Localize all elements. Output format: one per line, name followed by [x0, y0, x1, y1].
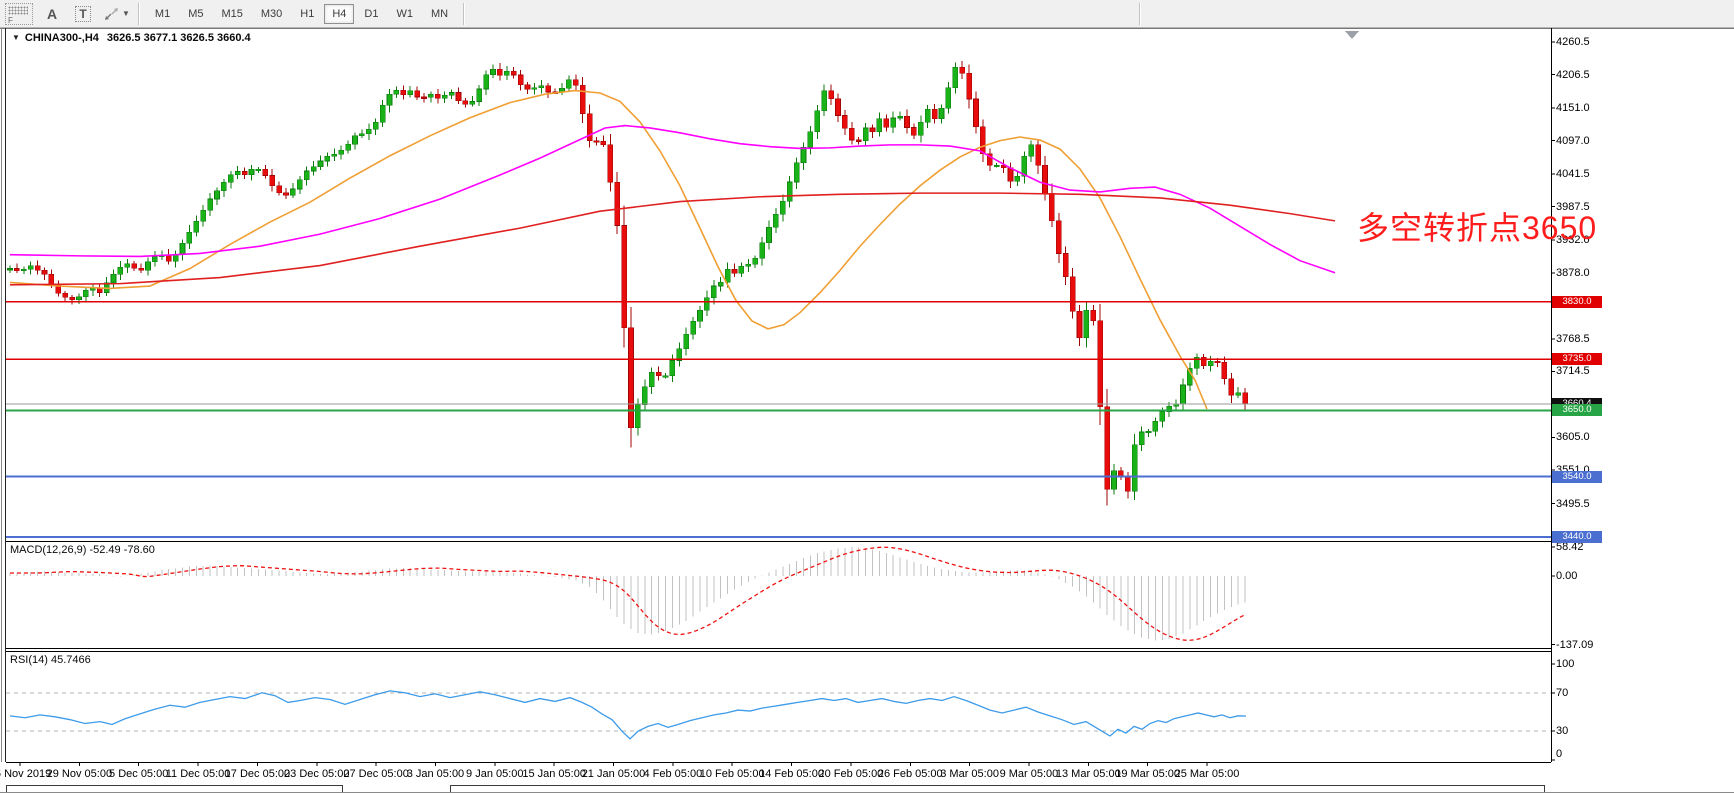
level-price-badge: 3650.0	[1552, 404, 1602, 417]
toolbar-drag-handle[interactable]: F	[5, 2, 33, 25]
toolbar-separator	[1139, 3, 1141, 25]
timeframe-button-D1[interactable]: D1	[356, 4, 386, 24]
macd-indicator-label: MACD(12,26,9) -52.49 -78.60	[10, 544, 155, 556]
date-axis-label: 13 Mar 05:00	[1055, 768, 1121, 780]
toolbar-separator	[463, 2, 466, 25]
date-axis-label: 5 Dec 05:00	[109, 768, 169, 780]
timeframe-button-H4[interactable]: H4	[324, 3, 355, 24]
ohlc-values-text: 3626.5 3677.1 3626.5 3660.4	[106, 32, 251, 44]
timeframe-button-M1[interactable]: M1	[147, 4, 178, 24]
chart-symbol-title: ▼ CHINA300-,H4 3626.5 3677.1 3626.5 3660.4	[12, 32, 251, 44]
date-axis-label: 25 Nov 2019	[0, 768, 52, 780]
rsi-axis-label: 30	[1556, 725, 1569, 738]
arrow-tool-button[interactable]: A	[40, 3, 64, 25]
price-axis-label: 3495.5	[1556, 497, 1590, 510]
timeframe-button-H1[interactable]: H1	[292, 4, 322, 24]
price-axis-label: 3987.5	[1556, 200, 1590, 213]
date-axis-label: 3 Jan 05:00	[406, 768, 465, 780]
timeframe-button-M5[interactable]: M5	[180, 4, 211, 24]
date-axis-label: 26 Feb 05:00	[877, 768, 943, 780]
toolbar-separator	[137, 2, 140, 25]
candles-layer	[7, 60, 1248, 506]
price-axis-label: 4260.5	[1556, 36, 1590, 48]
arrow-tool-label: A	[46, 5, 58, 22]
level-price-badge: 3540.0	[1552, 470, 1602, 483]
macd-signal-line	[10, 546, 1246, 641]
price-axis-label: 3932.0	[1556, 234, 1590, 247]
price-axis-label: 3768.5	[1556, 332, 1590, 345]
date-axis-label: 4 Feb 05:00	[643, 768, 703, 780]
date-axis-label: 25 Mar 05:00	[1174, 768, 1240, 780]
date-axis-label: 3 Mar 05:00	[940, 768, 999, 780]
pane-borders	[0, 28, 1734, 763]
macd-histogram	[9, 547, 1246, 641]
chart-tab[interactable]	[6, 785, 343, 792]
price-axis-label: 3714.5	[1556, 365, 1590, 378]
level-price-badge: 3830.0	[1552, 295, 1602, 308]
moving-averages-layer	[9, 89, 1336, 410]
timeframe-group: M1 M5 M15 M30 H1 H4 D1 W1 MN	[146, 3, 457, 24]
macd-axis-label: 58.42	[1556, 540, 1584, 553]
date-axis-label: 15 Jan 05:00	[522, 768, 586, 780]
date-axis-label: 29 Nov 05:00	[46, 768, 113, 780]
dropdown-caret-icon: ▼	[122, 9, 130, 18]
timeframe-button-M30[interactable]: M30	[253, 4, 290, 24]
macd-axis-label: -137.09	[1556, 638, 1594, 651]
date-axis-label: 9 Mar 05:00	[999, 768, 1059, 780]
symbol-dropdown-icon[interactable]: ▼	[12, 33, 20, 42]
toolbar-handle-label: F	[8, 15, 13, 25]
timeframe-button-M15[interactable]: M15	[213, 4, 250, 24]
rsi-axis-label: 100	[1556, 658, 1575, 670]
date-axis-label: 21 Jan 05:00	[581, 768, 646, 780]
rsi-axis-label: 0	[1556, 748, 1563, 760]
shapes-tool-button[interactable]: ▼	[102, 3, 132, 25]
ma-slow-red	[9, 192, 1336, 286]
shapes-icon	[105, 7, 118, 20]
date-axis-label: 20 Feb 05:00	[818, 768, 884, 780]
macd-axis-label: 0.00	[1556, 570, 1578, 582]
price-axis-label: 4041.5	[1556, 168, 1590, 181]
price-axis-label: 3878.0	[1556, 266, 1590, 279]
price-axis-label: 4206.5	[1556, 68, 1590, 81]
date-axis-label: 14 Feb 05:00	[759, 768, 824, 780]
level-price-badge: 3440.0	[1552, 531, 1602, 543]
date-axis-label: 9 Jan 05:00	[466, 768, 524, 780]
timeframe-button-MN[interactable]: MN	[423, 4, 456, 24]
symbol-period-text: CHINA300-,H4	[24, 32, 99, 44]
chart-annotation-text[interactable]: 多空转折点3650	[1357, 210, 1598, 246]
price-axis-label: 4151.0	[1556, 102, 1590, 115]
text-tool-button[interactable]: T	[71, 3, 95, 25]
price-axis-label: 3605.0	[1556, 431, 1590, 444]
chart-tab[interactable]	[450, 785, 1545, 792]
rsi-line	[9, 690, 1247, 740]
rsi-axis-label: 70	[1556, 686, 1569, 699]
ma-mid-magenta	[9, 124, 1336, 274]
date-axis-label: 23 Dec 05:00	[284, 768, 350, 780]
date-axis-label: 17 Dec 05:00	[224, 768, 291, 780]
drag-dots-icon	[8, 5, 28, 15]
date-axis-label: 11 Dec 05:00	[165, 768, 231, 780]
date-axis-label: 10 Feb 05:00	[699, 768, 765, 780]
timeframe-button-W1[interactable]: W1	[388, 4, 421, 24]
toolbar: F A T ▼ M1 M5 M15 M30 H1 H4 D1 W1 MN	[0, 0, 1734, 28]
rsi-indicator-label: RSI(14) 45.7466	[10, 654, 91, 666]
chart-shift-marker-icon[interactable]	[1345, 31, 1359, 39]
date-axis-label: 27 Dec 05:00	[343, 768, 409, 780]
date-axis-label: 19 Mar 05:00	[1115, 768, 1181, 780]
level-price-badge: 3735.0	[1552, 353, 1602, 366]
price-axis-label: 4097.0	[1556, 134, 1590, 147]
ma-fast-orange	[9, 89, 1208, 410]
text-tool-label: T	[75, 5, 91, 22]
